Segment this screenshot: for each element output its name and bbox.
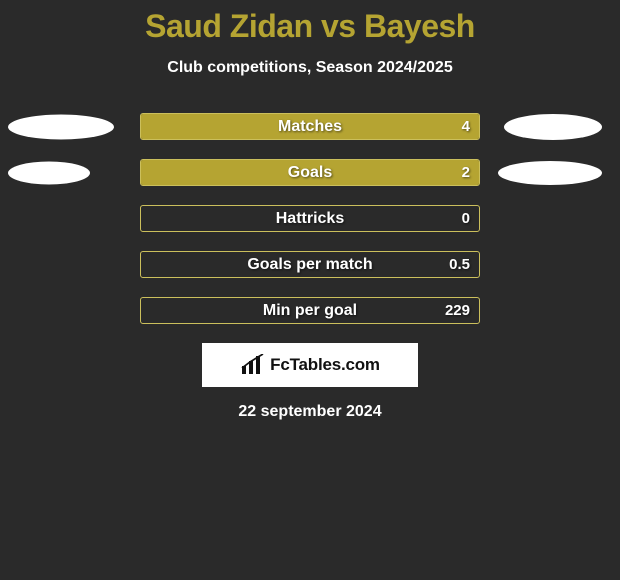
bars-icon bbox=[240, 354, 266, 376]
bar-fill bbox=[141, 160, 479, 185]
stat-row: Matches4 bbox=[0, 113, 620, 140]
left-ellipse bbox=[8, 114, 114, 139]
bar-track bbox=[140, 205, 480, 232]
logo-box: FcTables.com bbox=[202, 343, 418, 387]
bar-track bbox=[140, 251, 480, 278]
logo: FcTables.com bbox=[240, 354, 380, 376]
subtitle: Club competitions, Season 2024/2025 bbox=[0, 59, 620, 77]
logo-text: FcTables.com bbox=[270, 355, 380, 375]
bar-track bbox=[140, 159, 480, 186]
page-title: Saud Zidan vs Bayesh bbox=[0, 8, 620, 45]
left-ellipse bbox=[8, 161, 90, 184]
stat-row: Min per goal229 bbox=[0, 297, 620, 324]
stat-row: Goals2 bbox=[0, 159, 620, 186]
bar-track bbox=[140, 297, 480, 324]
stat-row: Goals per match0.5 bbox=[0, 251, 620, 278]
stat-row: Hattricks0 bbox=[0, 205, 620, 232]
right-ellipse bbox=[504, 114, 602, 140]
infographic-container: Saud Zidan vs Bayesh Club competitions, … bbox=[0, 0, 620, 421]
right-ellipse bbox=[498, 161, 602, 185]
date-line: 22 september 2024 bbox=[0, 403, 620, 421]
stats-rows: Matches4 Goals2 Hattricks0 Goals per match0… bbox=[0, 113, 620, 324]
bar-track bbox=[140, 113, 480, 140]
bar-fill bbox=[141, 114, 479, 139]
